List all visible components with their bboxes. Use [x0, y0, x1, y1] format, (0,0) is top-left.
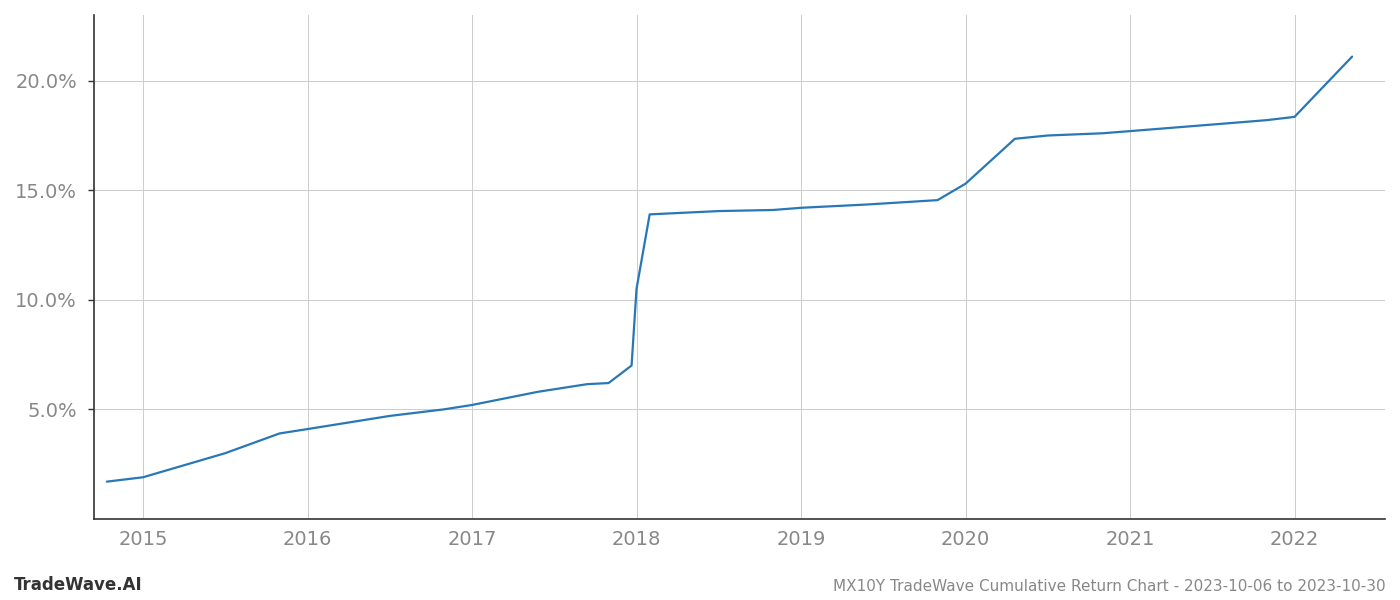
- Text: MX10Y TradeWave Cumulative Return Chart - 2023-10-06 to 2023-10-30: MX10Y TradeWave Cumulative Return Chart …: [833, 579, 1386, 594]
- Text: TradeWave.AI: TradeWave.AI: [14, 576, 143, 594]
